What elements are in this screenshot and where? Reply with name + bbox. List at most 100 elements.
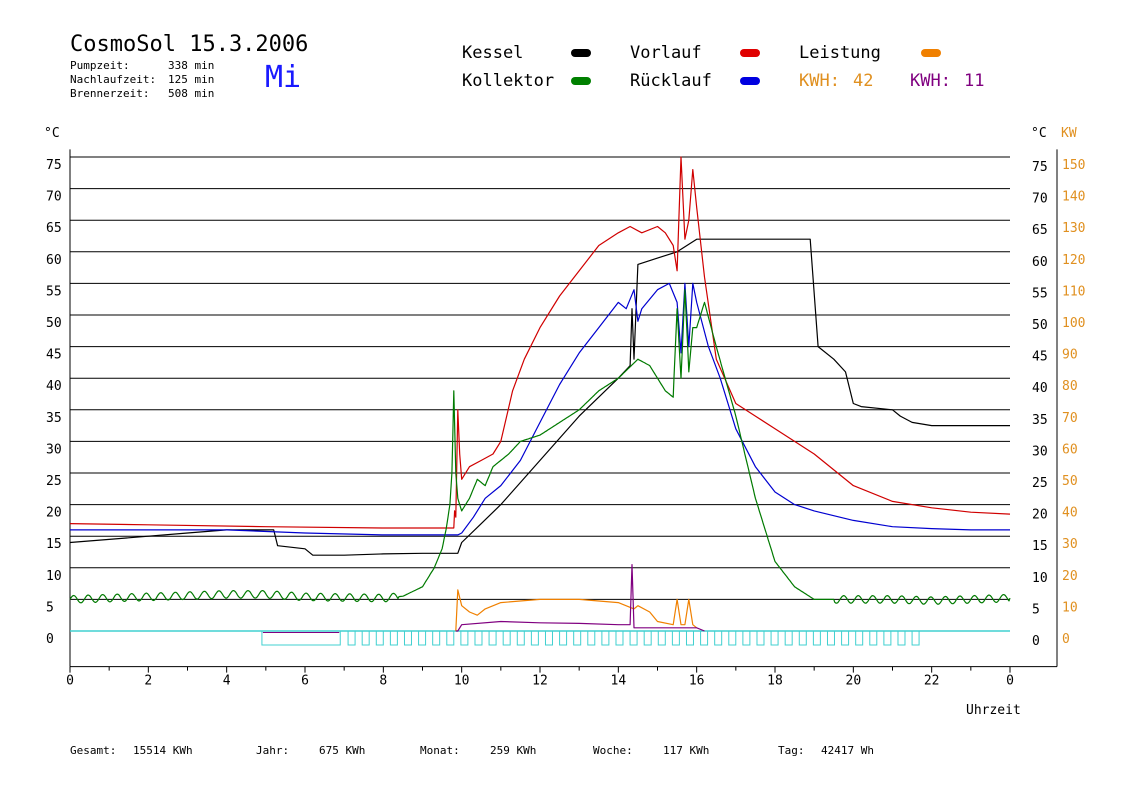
x-tick-label: 2: [144, 674, 152, 689]
y2-tick-label: 120: [1062, 253, 1085, 268]
pump-cell: [742, 630, 751, 646]
x-tick-label: 14: [611, 674, 627, 689]
pump-cell: [361, 630, 370, 646]
x-tick-label: 16: [689, 674, 705, 689]
y-tick-label-right: 60: [1032, 255, 1048, 270]
x-tick-label: 0: [1006, 674, 1014, 689]
footer-monat-value: 259 KWh: [490, 744, 537, 757]
y-tick-label-right: 40: [1032, 381, 1048, 396]
pump-cell: [460, 630, 469, 646]
pump-block: [261, 630, 341, 646]
legend-kollektor-label: Kollektor: [462, 71, 555, 91]
y-tick-label-left: 25: [46, 474, 62, 489]
pump-cell: [629, 630, 638, 646]
y2-tick-label: 50: [1062, 474, 1078, 489]
pump-cell: [389, 630, 398, 646]
y2-tick-label: 130: [1062, 221, 1085, 236]
y2-tick-label: 80: [1062, 379, 1078, 394]
y-tick-label-left: 65: [46, 221, 62, 236]
y-tick-label-right: 5: [1032, 602, 1040, 617]
pump-cell: [798, 630, 807, 646]
chart-series: [69, 156, 1011, 632]
x-axis-label: Uhrzeit: [966, 703, 1021, 718]
legend-ruecklauf-label: Rücklauf: [630, 71, 712, 91]
chart-grid: [70, 156, 1010, 632]
y-tick-label-right: 55: [1032, 286, 1048, 301]
y-tick-label-right: 15: [1032, 539, 1048, 554]
y-tick-label-right: 10: [1032, 571, 1048, 586]
y2-tick-label: 60: [1062, 442, 1078, 457]
pump-cell: [714, 630, 723, 646]
footer-gesamt-label: Gesamt:: [70, 744, 117, 757]
chart-title: CosmoSol 15.3.2006: [70, 32, 309, 57]
pump-cell: [756, 630, 765, 646]
pump-cell: [403, 630, 412, 646]
y-tick-label-left: 75: [46, 158, 62, 173]
pump-cell: [474, 630, 483, 646]
y-tick-label-right: 45: [1032, 350, 1048, 365]
series-kessel: [69, 238, 1010, 556]
legend-leistung-label: Leistung: [799, 43, 881, 63]
pump-cell: [488, 630, 497, 646]
x-tick-label: 6: [301, 674, 309, 689]
legend-kollektor-swatch: [571, 77, 591, 85]
series-rücklauf: [70, 282, 1010, 536]
legend-vorlauf-label: Vorlauf: [630, 43, 702, 63]
pump-cell: [883, 630, 892, 646]
pump-cell: [855, 630, 864, 646]
x-tick-label: 18: [767, 674, 783, 689]
series-leistung2: [455, 563, 705, 632]
y-tick-label-right: 20: [1032, 508, 1048, 523]
brennerzeit-label: Brennerzeit:: [70, 87, 150, 100]
chart-axes: [69, 149, 1058, 673]
pump-cell: [573, 630, 582, 646]
y-tick-label-left: 10: [46, 569, 62, 584]
footer-woche-label: Woche:: [593, 744, 633, 757]
pump-block-inner: [262, 632, 340, 633]
y2-tick-label: 90: [1062, 348, 1078, 363]
pump-cell: [615, 630, 624, 646]
y2-tick-label: 10: [1062, 600, 1078, 615]
pump-cell: [784, 630, 793, 646]
y-tick-label-left: 15: [46, 537, 62, 552]
nachlaufzeit-value: 125 min: [168, 73, 215, 86]
kwh-leistung-label: KWH:: [799, 71, 840, 91]
pump-cell: [502, 630, 511, 646]
y-tick-label-left: 40: [46, 379, 62, 394]
pump-cell: [826, 630, 835, 646]
pump-cell: [432, 630, 441, 646]
y2-tick-label: 70: [1062, 411, 1078, 426]
y2-tick-label: 100: [1062, 316, 1085, 331]
pumpzeit-value: 338 min: [168, 59, 215, 72]
y-axis-unit-left: °C: [44, 126, 60, 141]
series-leistung: [455, 589, 698, 632]
y2-tick-label: 110: [1062, 284, 1085, 299]
y-tick-label-left: 70: [46, 190, 62, 205]
brennerzeit-value: 508 min: [168, 87, 215, 100]
legend-kessel-label: Kessel: [462, 43, 524, 63]
kwh-purple-value: 11: [964, 71, 985, 91]
pump-cell: [446, 630, 455, 646]
pump-cell: [685, 630, 694, 646]
pump-cell: [897, 630, 906, 646]
y-axis-unit-right: °C: [1031, 126, 1047, 141]
footer-gesamt-value: 15514 KWh: [133, 744, 193, 757]
y2-axis-unit: KW: [1061, 126, 1077, 141]
series-vorlauf: [69, 156, 1011, 529]
y-tick-label-right: 0: [1032, 634, 1040, 649]
y2-tick-label: 20: [1062, 569, 1078, 584]
pump-cell: [812, 630, 821, 646]
y-tick-label-left: 50: [46, 316, 62, 331]
y-tick-label-right: 30: [1032, 444, 1048, 459]
pump-cell: [544, 630, 553, 646]
y-tick-label-left: 20: [46, 506, 62, 521]
pump-cell: [911, 630, 920, 646]
footer-tag-label: Tag:: [778, 744, 805, 757]
y-tick-label-right: 35: [1032, 413, 1048, 428]
y-tick-label-right: 70: [1032, 192, 1048, 207]
pump-cell: [559, 630, 568, 646]
y-tick-label-right: 75: [1032, 160, 1048, 175]
y-tick-label-right: 25: [1032, 476, 1048, 491]
pump-cell: [728, 630, 737, 646]
